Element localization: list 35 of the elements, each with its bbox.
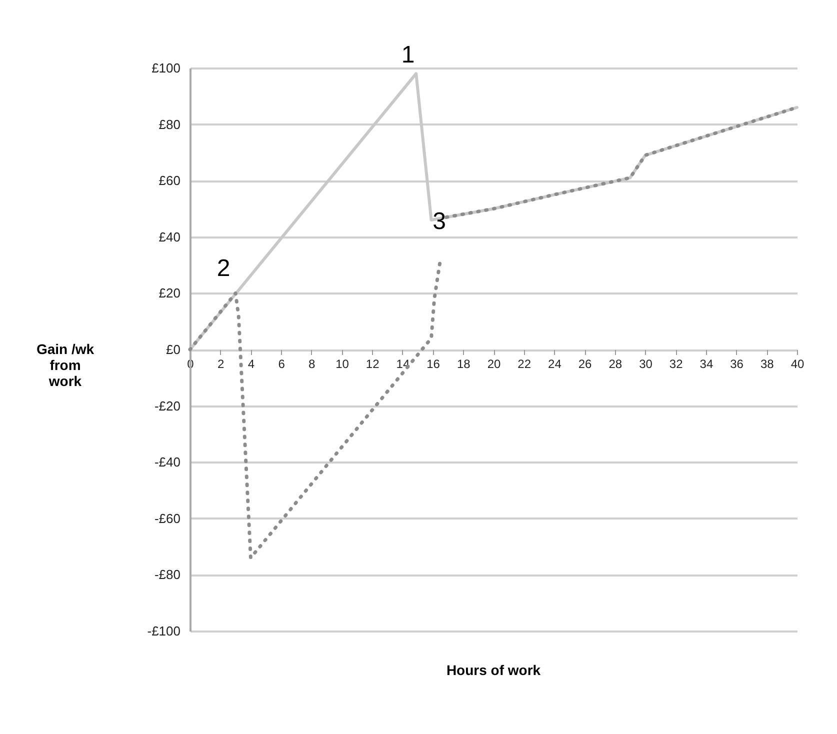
- x-tick-label: 20: [487, 357, 501, 371]
- x-tick-label: 38: [760, 357, 774, 371]
- y-tick-label: -£40: [154, 454, 180, 470]
- y-tick-label: £60: [158, 173, 180, 188]
- x-tick-label: 24: [548, 357, 562, 371]
- x-tick-label: 32: [669, 357, 684, 371]
- y-tick-label: -£60: [154, 510, 180, 526]
- x-tick-label: 10: [336, 357, 350, 371]
- y-tick-label: £40: [158, 229, 180, 244]
- x-tick-label: 8: [308, 357, 316, 371]
- y-tick-label: -£100: [147, 624, 180, 638]
- y-tick-label: -£20: [154, 398, 180, 414]
- x-tick-label: 26: [578, 357, 592, 371]
- x-tick-label: 4: [248, 357, 255, 371]
- annotation: 2: [216, 255, 230, 282]
- x-tick-label: 28: [608, 357, 622, 371]
- annotation: 3: [432, 208, 446, 236]
- y-axis-title: Gain /wk from work: [36, 341, 94, 389]
- annotation: 1: [401, 42, 415, 69]
- y-tick-label: £80: [158, 116, 180, 132]
- x-tick-label: 12: [366, 357, 380, 371]
- x-tick-label: 2: [218, 357, 225, 371]
- y-tick-label: £0: [166, 342, 180, 357]
- x-tick-label: 18: [456, 357, 471, 371]
- x-tick-label: 34: [700, 357, 714, 371]
- y-tick-label: £100: [152, 60, 180, 76]
- y-tick-label: £20: [158, 286, 180, 301]
- y-tick-label: -£80: [154, 567, 180, 582]
- x-axis-title: Hours of work: [446, 662, 541, 678]
- x-tick-label: 36: [730, 357, 744, 371]
- x-tick-label: 22: [518, 357, 532, 371]
- x-tick-label: 30: [639, 357, 653, 371]
- x-tick-label: 16: [426, 357, 440, 371]
- x-tick-label: 40: [790, 357, 804, 371]
- x-tick-label: 6: [278, 357, 286, 371]
